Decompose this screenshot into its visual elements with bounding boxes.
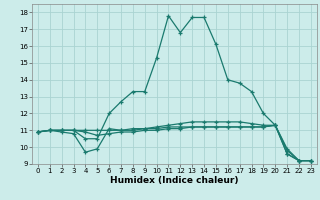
- X-axis label: Humidex (Indice chaleur): Humidex (Indice chaleur): [110, 176, 239, 185]
